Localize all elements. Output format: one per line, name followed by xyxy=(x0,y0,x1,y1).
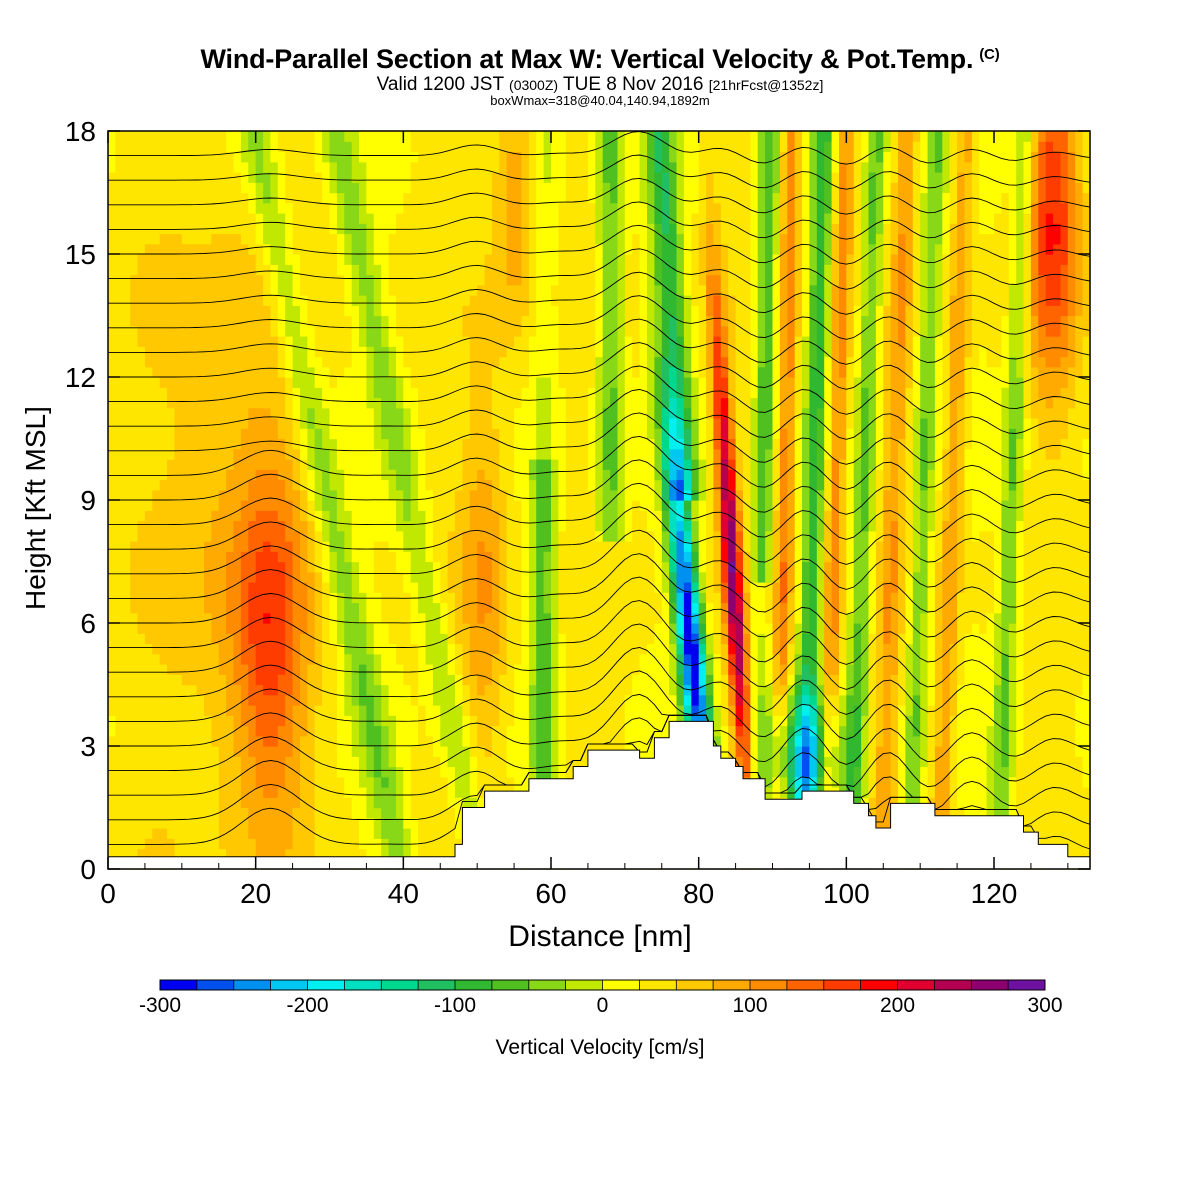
y-axis-title-wrap: Height [Kft MSL] xyxy=(8,406,51,610)
theta-contour-line xyxy=(108,154,1091,190)
x-tick-label: 100 xyxy=(823,878,870,909)
y-axis-title: Height [Kft MSL] xyxy=(20,406,51,610)
theta-contour-line xyxy=(108,435,1091,490)
colorbar-swatch xyxy=(1008,980,1046,990)
colorbar-swatch xyxy=(786,980,825,990)
colorbar-tick-label: 0 xyxy=(597,994,609,1017)
theta-contour-line xyxy=(108,482,1091,540)
colorbar-swatch xyxy=(860,980,898,990)
terrain-mask xyxy=(107,720,1091,870)
theta-contour-line xyxy=(108,295,1091,340)
colorbar: -300 -200 -100 0 100 200 300 xyxy=(139,979,1063,1017)
colorbar-swatch xyxy=(565,980,603,990)
x-axis-title: Distance [nm] xyxy=(508,920,692,953)
x-tick-label: 60 xyxy=(535,878,566,909)
colorbar-swatch xyxy=(455,980,493,990)
colorbar-swatch xyxy=(639,980,677,990)
colorbar-tick-label: -200 xyxy=(286,994,328,1017)
theta-contour-line xyxy=(108,553,1091,615)
x-tick-label: 20 xyxy=(240,878,271,909)
x-tick-label: 40 xyxy=(388,878,419,909)
colorbar-tick-label: 100 xyxy=(732,994,767,1017)
colorbar-swatch xyxy=(676,980,714,990)
theta-contour-line xyxy=(108,670,1091,740)
chart-title: Wind-Parallel Section at Max W: Vertical… xyxy=(0,44,1200,75)
colorbar-swatch xyxy=(381,980,419,990)
colorbar-swatch xyxy=(528,980,567,990)
theta-contour-line xyxy=(108,342,1091,390)
theta-contour-line xyxy=(108,131,1091,165)
colorbar-swatch xyxy=(971,980,1009,990)
valid-utc: (0300Z) xyxy=(509,77,559,93)
colorbar-swatch xyxy=(602,980,640,990)
theta-contour-line xyxy=(108,177,1091,215)
box-info: boxWmax=318@40.04,140.94,1892m xyxy=(490,93,710,108)
theta-contour-line xyxy=(108,714,1091,788)
forecast-info: [21hrFcst@1352z] xyxy=(708,77,824,93)
valid-date: TUE 8 Nov 2016 xyxy=(563,74,704,95)
y-tick-label: 9 xyxy=(80,485,96,516)
y-tick-label: 15 xyxy=(65,239,96,270)
y-tick-label: 18 xyxy=(65,116,96,147)
theta-contour-line xyxy=(108,224,1091,265)
colorbar-tick-label: -300 xyxy=(139,994,181,1017)
theta-contour-line xyxy=(108,271,1091,315)
colorbar-swatch xyxy=(270,980,308,990)
colorbar-title: Vertical Velocity [cm/s] xyxy=(495,1036,705,1059)
colorbar-swatch xyxy=(823,980,862,990)
y-tick-label: 12 xyxy=(65,362,96,393)
theta-contour-line xyxy=(108,576,1091,640)
x-tick-label: 80 xyxy=(683,878,714,909)
colorbar-swatch xyxy=(897,980,935,990)
colorbar-swatch xyxy=(491,980,530,990)
theta-contour-line xyxy=(108,623,1091,690)
colorbar-swatch xyxy=(418,980,456,990)
colorbar-swatch xyxy=(713,980,751,990)
theta-contour-line xyxy=(108,201,1091,240)
theta-contour-line xyxy=(108,647,1091,715)
colorbar-swatch xyxy=(307,980,345,990)
theta-contour-line xyxy=(108,248,1091,290)
theta-contour-line xyxy=(108,693,1091,765)
colorbar-tick-label: 200 xyxy=(880,994,915,1017)
y-tick-label: 6 xyxy=(80,608,96,639)
x-tick-label: 0 xyxy=(100,878,116,909)
valid-prefix: Valid 1200 JST xyxy=(376,74,504,95)
colorbar-swatch xyxy=(934,980,972,990)
theta-contour-line xyxy=(108,412,1091,465)
potential-temperature-contours xyxy=(108,131,1091,850)
y-tick-label: 3 xyxy=(80,731,96,762)
colorbar-swatch xyxy=(196,980,235,990)
title-mark: (C) xyxy=(979,46,1000,63)
vertical-velocity-field xyxy=(108,131,1091,870)
theta-contour-line xyxy=(108,318,1091,365)
colorbar-swatch xyxy=(344,980,382,990)
theta-contour-line xyxy=(108,600,1091,665)
theta-contour-line xyxy=(108,506,1091,565)
y-tick-label: 0 xyxy=(80,854,96,885)
chart-subtitle: Valid 1200 JST (0300Z) TUE 8 Nov 2016 [2… xyxy=(0,74,1200,96)
colorbar-swatch xyxy=(160,980,198,990)
colorbar-tick-label: 300 xyxy=(1027,994,1062,1017)
colorbar-swatch xyxy=(750,980,788,990)
colorbar-frame xyxy=(159,979,1046,991)
colorbar-swatch xyxy=(233,980,272,990)
theta-contour-line xyxy=(108,389,1091,440)
chart-title-text: Wind-Parallel Section at Max W: Vertical… xyxy=(200,44,974,74)
theta-contour-line xyxy=(108,529,1091,590)
x-tick-label: 120 xyxy=(971,878,1018,909)
theta-contour-line xyxy=(108,365,1091,415)
theta-contour-line xyxy=(108,459,1091,515)
colorbar-tick-label: -100 xyxy=(434,994,476,1017)
